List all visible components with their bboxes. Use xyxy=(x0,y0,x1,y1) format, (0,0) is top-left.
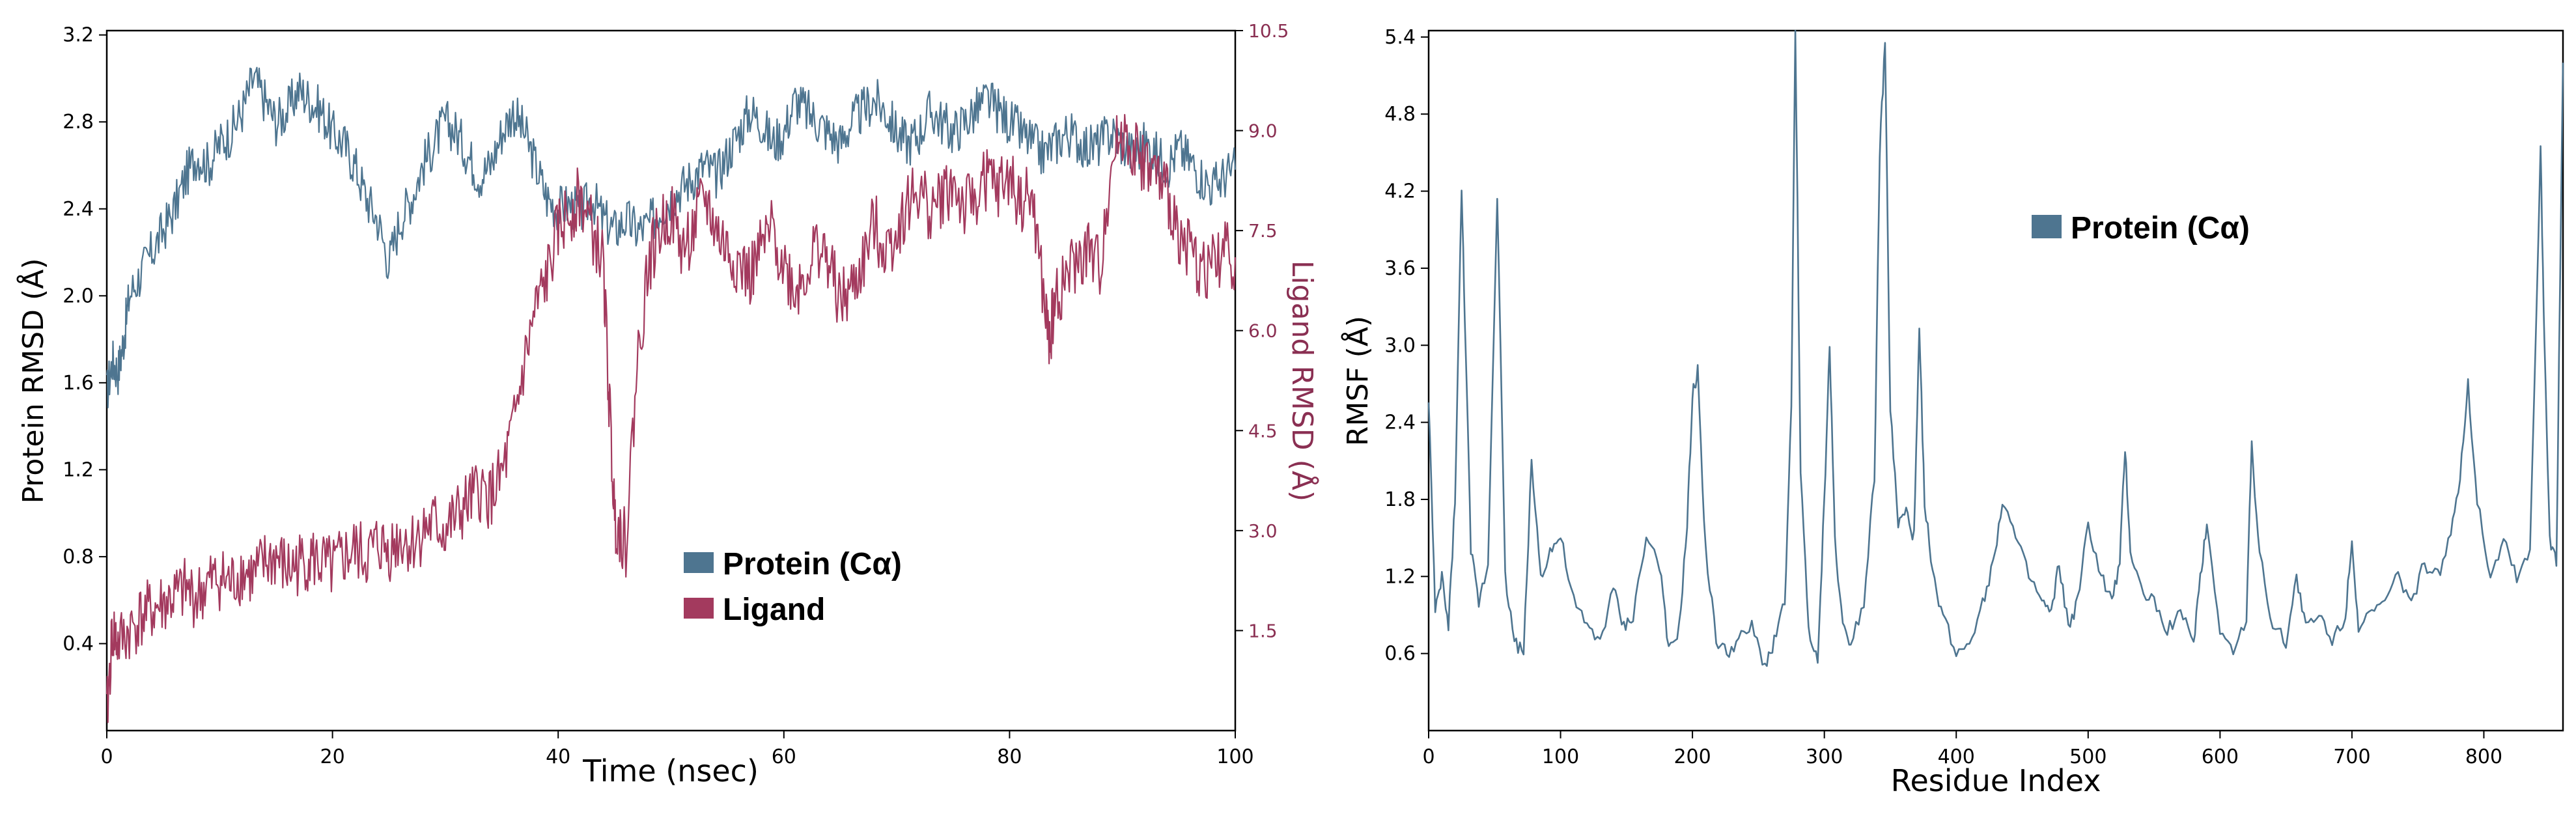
rmsd-y-tick-label: 2.4 xyxy=(63,198,94,221)
rmsd-y-tick-label: 2.0 xyxy=(63,285,94,307)
rmsd-y2-axis-label: Ligand RMSD (Å) xyxy=(1285,260,1320,501)
rmsf-x-axis-label: Residue Index xyxy=(1891,763,2101,798)
rmsf-y-tick-label: 0.6 xyxy=(1384,643,1416,665)
rmsf-x-tick-label: 700 xyxy=(2333,746,2370,768)
legend-label-protein: Protein (Cα) xyxy=(723,547,902,581)
rmsf-y-tick-label: 3.6 xyxy=(1384,257,1416,280)
rmsd-legend: Protein (Cα) Ligand xyxy=(684,547,902,627)
rmsd-y-tick-label: 2.8 xyxy=(63,111,94,133)
rmsf-x-tick-label: 200 xyxy=(1673,746,1711,768)
rmsd-y2-tick-label: 6.0 xyxy=(1248,320,1278,342)
rmsf-x-tick-label: 800 xyxy=(2465,746,2502,768)
rmsd-x-tick-label: 0 xyxy=(100,746,113,768)
rmsf-y-tick-label: 3.0 xyxy=(1384,334,1416,357)
rmsd-y2-tick-label: 4.5 xyxy=(1248,420,1278,441)
rmsd-y2-tick-label: 9.0 xyxy=(1248,120,1278,142)
rmsd-chart: 0 20 40 60 80 100 0.4 0.8 1.2 1.6 2.0 2.4 2.8 3.2 1.… xyxy=(16,20,1320,789)
rmsd-y2-tick-label: 1.5 xyxy=(1248,620,1278,641)
rmsf-x-tick-label: 300 xyxy=(1806,746,1843,768)
rmsd-x-tick-label: 100 xyxy=(1216,746,1253,768)
rmsf-y-tick-label: 5.4 xyxy=(1384,26,1416,49)
rmsf-y-tick-label: 4.8 xyxy=(1384,103,1416,126)
rmsd-y2-tick-label: 10.5 xyxy=(1248,20,1289,42)
series-line-protein-rmsf xyxy=(1427,29,2564,667)
rmsf-y-axis-label: RMSF (Å) xyxy=(1340,316,1375,446)
rmsd-y2-tick-label: 3.0 xyxy=(1248,520,1278,542)
rmsd-x-tick-label: 20 xyxy=(320,746,345,768)
legend-swatch-protein xyxy=(684,552,714,573)
rmsf-x-tick-label: 100 xyxy=(1542,746,1579,768)
rmsf-x-tick-label: 400 xyxy=(1938,746,1975,768)
rmsf-y-tick-label: 4.2 xyxy=(1384,180,1416,203)
rmsd-x-tick-label: 40 xyxy=(546,746,570,768)
rmsf-y-ticks: 0.6 1.2 1.8 2.4 3.0 3.6 4.2 4.8 5.4 xyxy=(1384,26,1429,665)
rmsd-y2-ticks: 1.5 3.0 4.5 6.0 7.5 9.0 10.5 xyxy=(1235,20,1289,641)
rmsd-x-axis-label: Time (nsec) xyxy=(582,753,759,789)
legend-label-ligand: Ligand xyxy=(723,593,825,627)
rmsd-y-tick-label: 3.2 xyxy=(63,24,94,47)
rmsd-y-tick-label: 0.8 xyxy=(63,546,94,568)
rmsd-y-tick-label: 0.4 xyxy=(63,632,94,655)
rmsf-chart: 0 100 200 300 400 500 600 700 800 0.6 1.2 1.8 2.4 3.… xyxy=(1340,26,2564,798)
rmsd-y-ticks: 0.4 0.8 1.2 1.6 2.0 2.4 2.8 3.2 xyxy=(63,24,107,655)
rmsf-y-tick-label: 1.2 xyxy=(1384,565,1416,588)
rmsd-plot-frame xyxy=(105,29,1237,732)
rmsf-x-ticks: 0 100 200 300 400 500 600 700 800 xyxy=(1422,731,2502,768)
rmsf-y-tick-label: 1.8 xyxy=(1384,488,1416,511)
legend-swatch-ligand xyxy=(684,598,714,619)
legend-label-rmsf-protein: Protein (Cα) xyxy=(2071,211,2250,245)
rmsd-y-tick-label: 1.2 xyxy=(63,458,94,481)
rmsf-legend: Protein (Cα) xyxy=(2032,211,2250,245)
rmsf-y-tick-label: 2.4 xyxy=(1384,412,1416,434)
rmsf-x-tick-label: 0 xyxy=(1422,746,1435,768)
rmsf-plot-frame xyxy=(1427,29,2564,732)
rmsd-series-lines xyxy=(105,66,1237,723)
legend-swatch-rmsf-protein xyxy=(2032,215,2062,238)
series-line-ligand-rmsd xyxy=(105,114,1237,723)
rmsd-x-tick-label: 60 xyxy=(772,746,796,768)
rmsf-x-tick-label: 500 xyxy=(2069,746,2107,768)
series-line-protein-rmsd xyxy=(105,66,1237,409)
rmsd-x-tick-label: 80 xyxy=(997,746,1022,768)
rmsd-y-tick-label: 1.6 xyxy=(63,372,94,395)
rmsf-x-tick-label: 600 xyxy=(2202,746,2239,768)
rmsd-x-ticks: 0 20 40 60 80 100 xyxy=(100,731,1254,768)
rmsd-y2-tick-label: 7.5 xyxy=(1248,220,1278,242)
rmsf-series-lines xyxy=(1427,29,2564,667)
rmsd-y-axis-label: Protein RMSD (Å) xyxy=(16,259,50,504)
